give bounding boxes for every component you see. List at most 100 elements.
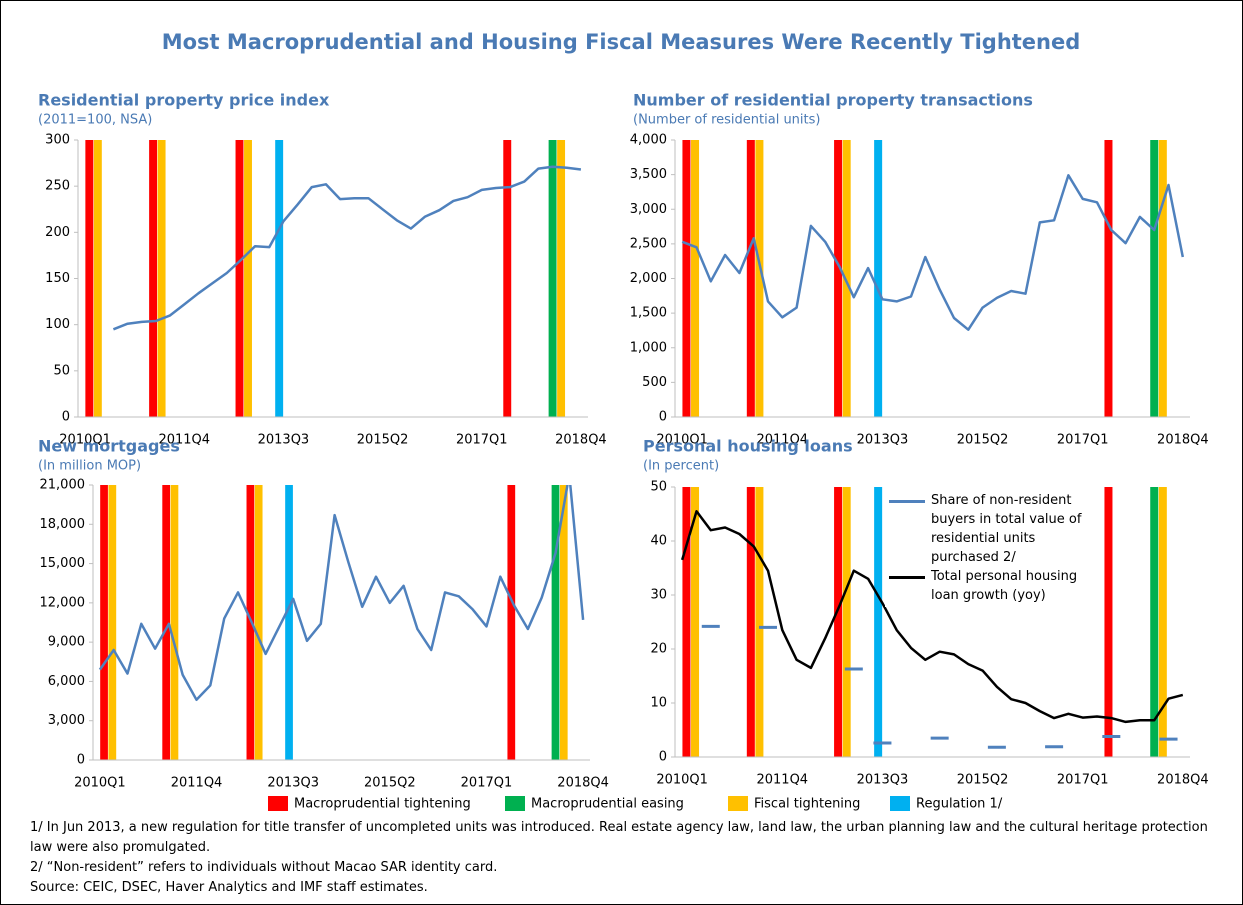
legend-label: Share of non-resident buyers in total va…	[931, 493, 1082, 565]
y-tick-label: 10	[650, 696, 667, 711]
measure-bar	[100, 485, 108, 760]
y-tick-label: 1,500	[630, 306, 667, 321]
x-tick-label: 2013Q3	[267, 776, 319, 791]
measure-bar	[842, 140, 851, 417]
measure-bar	[691, 140, 700, 417]
measure-bar	[551, 485, 560, 760]
x-tick-label: 2011Q4	[756, 433, 808, 448]
x-tick-label: 2013Q3	[857, 773, 909, 788]
measure-bar	[755, 140, 764, 417]
x-tick-label: 2015Q2	[957, 773, 1009, 788]
x-tick-label: 2017Q1	[456, 433, 508, 448]
measure-bar	[254, 485, 263, 760]
y-tick-label: 0	[77, 753, 85, 768]
measure-bar	[162, 485, 171, 760]
y-tick-label: 50	[650, 480, 667, 495]
series-line	[681, 510, 1184, 724]
legend-swatch	[889, 500, 925, 503]
measure-bar	[149, 140, 158, 417]
panel-subtitle: (In million MOP)	[38, 459, 141, 474]
note: Source: CEIC, DSEC, Haver Analytics and …	[30, 880, 428, 895]
legend-swatch	[890, 796, 910, 811]
y-tick-label: 0	[659, 750, 667, 765]
x-tick-label: 2011Q4	[756, 773, 808, 788]
y-tick-label: 40	[650, 534, 667, 549]
measure-bar	[1158, 140, 1167, 417]
y-tick-label: 3,000	[48, 713, 85, 728]
measure-bar	[246, 485, 255, 760]
x-tick-label: 2015Q2	[364, 776, 416, 791]
legend-swatch	[268, 796, 288, 811]
x-tick-label: 2010Q1	[656, 433, 708, 448]
panel-title: Personal housing loans	[643, 437, 853, 456]
legend-swatch	[728, 796, 748, 811]
y-tick-label: 6,000	[48, 674, 85, 689]
measure-bar	[244, 140, 252, 417]
measure-bar	[746, 140, 755, 417]
series-line	[681, 174, 1185, 331]
x-tick-label: 2018Q4	[557, 776, 609, 791]
series-line	[112, 165, 582, 331]
x-tick-label: 2013Q3	[258, 433, 310, 448]
note: 2/ “Non-resident” refers to individuals …	[30, 860, 498, 875]
y-tick-label: 20	[650, 642, 667, 657]
legend-label: Macroprudential tightening	[294, 797, 471, 812]
measure-bar	[1104, 487, 1113, 757]
y-tick-label: 3,500	[630, 167, 667, 182]
measure-bar	[557, 140, 566, 417]
y-tick-label: 4,000	[630, 133, 667, 148]
x-tick-label: 2010Q1	[656, 773, 708, 788]
legend-swatch	[505, 796, 525, 811]
panel-subtitle: (In percent)	[643, 459, 719, 474]
legend: Share of non-resident buyers in total va…	[885, 489, 1100, 607]
x-tick-label: 2015Q2	[357, 433, 409, 448]
measure-bar	[548, 140, 557, 417]
legend-label: Regulation 1/	[916, 797, 1003, 812]
measure-bar	[93, 140, 102, 417]
measure-bar	[108, 485, 117, 760]
x-tick-label: 2011Q4	[158, 433, 210, 448]
legend-label: Fiscal tightening	[754, 797, 860, 812]
x-tick-label: 2018Q4	[1157, 433, 1209, 448]
note: 1/ In Jun 2013, a new regulation for tit…	[30, 820, 1208, 855]
x-tick-label: 2017Q1	[1057, 773, 1109, 788]
panel-subtitle: (2011=100, NSA)	[38, 113, 152, 128]
y-tick-label: 1,000	[630, 340, 667, 355]
x-tick-label: 2010Q1	[59, 433, 111, 448]
measure-bar	[275, 140, 284, 417]
y-tick-label: 30	[650, 588, 667, 603]
x-tick-label: 2010Q1	[74, 776, 126, 791]
y-tick-label: 2,000	[630, 271, 667, 286]
x-tick-label: 2018Q4	[555, 433, 607, 448]
measure-bar	[157, 140, 166, 417]
y-tick-label: 150	[45, 271, 70, 286]
legend-label: Total personal housing loan growth (yoy)	[931, 569, 1078, 603]
x-tick-label: 2017Q1	[461, 776, 513, 791]
measure-bar	[507, 485, 516, 760]
y-tick-label: 100	[45, 317, 70, 332]
measure-bar	[834, 140, 843, 417]
measure-bar	[559, 485, 568, 760]
notes: 1/ In Jun 2013, a new regulation for tit…	[30, 818, 1210, 898]
measure-bar	[691, 487, 700, 757]
legend-box: Share of non-resident buyers in total va…	[885, 489, 1100, 607]
y-tick-label: 3,000	[630, 202, 667, 217]
measure-bar	[1150, 140, 1159, 417]
panel-title: New mortgages	[38, 437, 180, 456]
y-tick-label: 15,000	[40, 556, 86, 571]
main-title: Most Macroprudential and Housing Fiscal …	[162, 30, 1081, 54]
measure-bar	[170, 485, 179, 760]
measure-bar	[682, 140, 691, 417]
measure-bar	[874, 487, 883, 757]
x-tick-label: 2013Q3	[857, 433, 909, 448]
y-tick-label: 9,000	[48, 635, 85, 650]
measure-bar	[503, 140, 512, 417]
panel-subtitle: (Number of residential units)	[633, 113, 820, 128]
measure-bar	[1104, 140, 1113, 417]
x-tick-label: 2017Q1	[1057, 433, 1109, 448]
measure-bar	[746, 487, 755, 757]
measure-bar	[285, 485, 293, 760]
measure-bar	[1158, 487, 1167, 757]
